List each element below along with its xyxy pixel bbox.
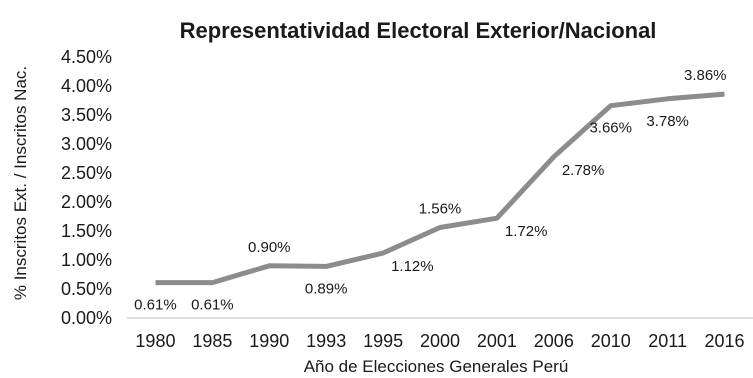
chart-title: Representatividad Electoral Exterior/Nac…: [180, 18, 657, 43]
x-tick-label: 1985: [192, 331, 232, 351]
x-axis-title: Año de Elecciones Generales Perú: [304, 357, 569, 376]
x-axis-ticks: 1980 1985 1990 1993 1995 2000 2001 2006 2010 2011…: [135, 331, 744, 351]
y-tick-label: 4.00%: [61, 76, 112, 96]
data-label: 1.72%: [505, 223, 548, 240]
x-tick-label: 2010: [591, 331, 631, 351]
x-tick-label: 2011: [648, 331, 687, 351]
x-tick-label: 1993: [306, 331, 346, 351]
x-tick-label: 1995: [363, 331, 403, 351]
x-tick-label: 1990: [249, 331, 289, 351]
x-tick-label: 2000: [420, 331, 460, 351]
data-label: 0.61%: [191, 297, 234, 314]
data-label: 3.78%: [646, 113, 689, 130]
data-label: 0.61%: [134, 297, 177, 314]
data-labels: 0.61% 0.61% 0.90% 0.89% 1.12% 1.56% 1.72% 2.78%…: [134, 67, 727, 314]
data-label: 3.66%: [589, 120, 632, 137]
y-tick-label: 3.00%: [61, 134, 112, 154]
y-tick-label: 1.00%: [61, 250, 112, 270]
y-axis-title: % Inscritos Ext. / Inscritos Nac.: [11, 66, 30, 300]
data-label: 0.89%: [305, 280, 348, 297]
series-group: [155, 91, 725, 286]
y-tick-label: 1.50%: [61, 221, 112, 241]
y-axis-ticks: 0.00% 0.50% 1.00% 1.50% 2.00% 2.50% 3.00% 3.50%…: [61, 47, 112, 328]
x-tick-label: 2016: [705, 331, 745, 351]
y-tick-label: 3.50%: [61, 105, 112, 125]
data-label: 1.56%: [419, 201, 462, 218]
data-label: 1.12%: [391, 258, 434, 275]
x-tick-label: 1980: [135, 331, 175, 351]
data-label: 2.78%: [562, 162, 605, 179]
y-tick-label: 2.00%: [61, 192, 112, 212]
y-tick-label: 0.00%: [61, 308, 112, 328]
series-line: [155, 91, 725, 286]
data-label: 3.86%: [684, 67, 727, 84]
y-tick-label: 4.50%: [61, 47, 112, 67]
y-tick-label: 2.50%: [61, 163, 112, 183]
y-tick-label: 0.50%: [61, 279, 112, 299]
data-label: 0.90%: [248, 239, 291, 256]
x-tick-label: 2001: [477, 331, 517, 351]
x-tick-label: 2006: [534, 331, 574, 351]
